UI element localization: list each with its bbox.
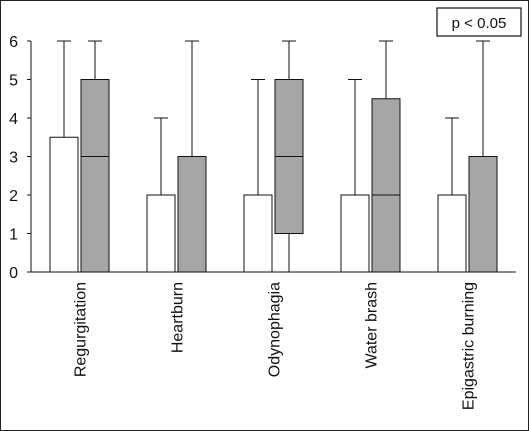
- category-label: Epigastric burning: [461, 282, 478, 410]
- box-gray-2: [274, 40, 304, 272]
- box-rect: [177, 156, 207, 273]
- y-tick-labels: 0 1 2 3 4 5 6: [9, 34, 31, 282]
- p-value-text: p < 0.05: [452, 15, 507, 32]
- box-gray-0: [80, 40, 110, 273]
- y-tick-label: 0: [9, 265, 18, 282]
- boxes-layer: [49, 40, 498, 273]
- box-white-1: [146, 117, 176, 273]
- box-white-3: [340, 79, 370, 273]
- box-rect: [49, 136, 79, 273]
- category-labels: Regurgitation Heartburn Odynophagia Water b…: [73, 282, 478, 410]
- category-label: Water brash: [364, 282, 381, 369]
- box-rect: [80, 79, 110, 273]
- y-tick-label: 3: [9, 150, 18, 167]
- category-label: Heartburn: [170, 282, 187, 353]
- p-value-annotation: p < 0.05: [436, 7, 522, 37]
- y-tick-label: 4: [9, 111, 18, 128]
- y-tick-label: 6: [9, 34, 18, 51]
- box-gray-4: [468, 40, 498, 273]
- p-value-box: [436, 7, 522, 37]
- category-label: Odynophagia: [267, 282, 284, 377]
- y-tick-label: 1: [9, 227, 18, 244]
- box-white-4: [437, 117, 467, 273]
- box-white-0: [49, 40, 79, 273]
- box-gray-1: [177, 40, 207, 273]
- y-tick-label: 5: [9, 73, 18, 90]
- category-label: Regurgitation: [73, 282, 90, 377]
- box-rect: [468, 156, 498, 273]
- box-rect: [243, 194, 273, 273]
- box-rect: [340, 194, 370, 273]
- box-rect: [146, 194, 176, 273]
- box-white-2: [243, 79, 273, 273]
- box-gray-3: [371, 40, 401, 273]
- box-rect: [371, 98, 401, 273]
- box-rect: [437, 194, 467, 273]
- y-tick-label: 2: [9, 188, 18, 205]
